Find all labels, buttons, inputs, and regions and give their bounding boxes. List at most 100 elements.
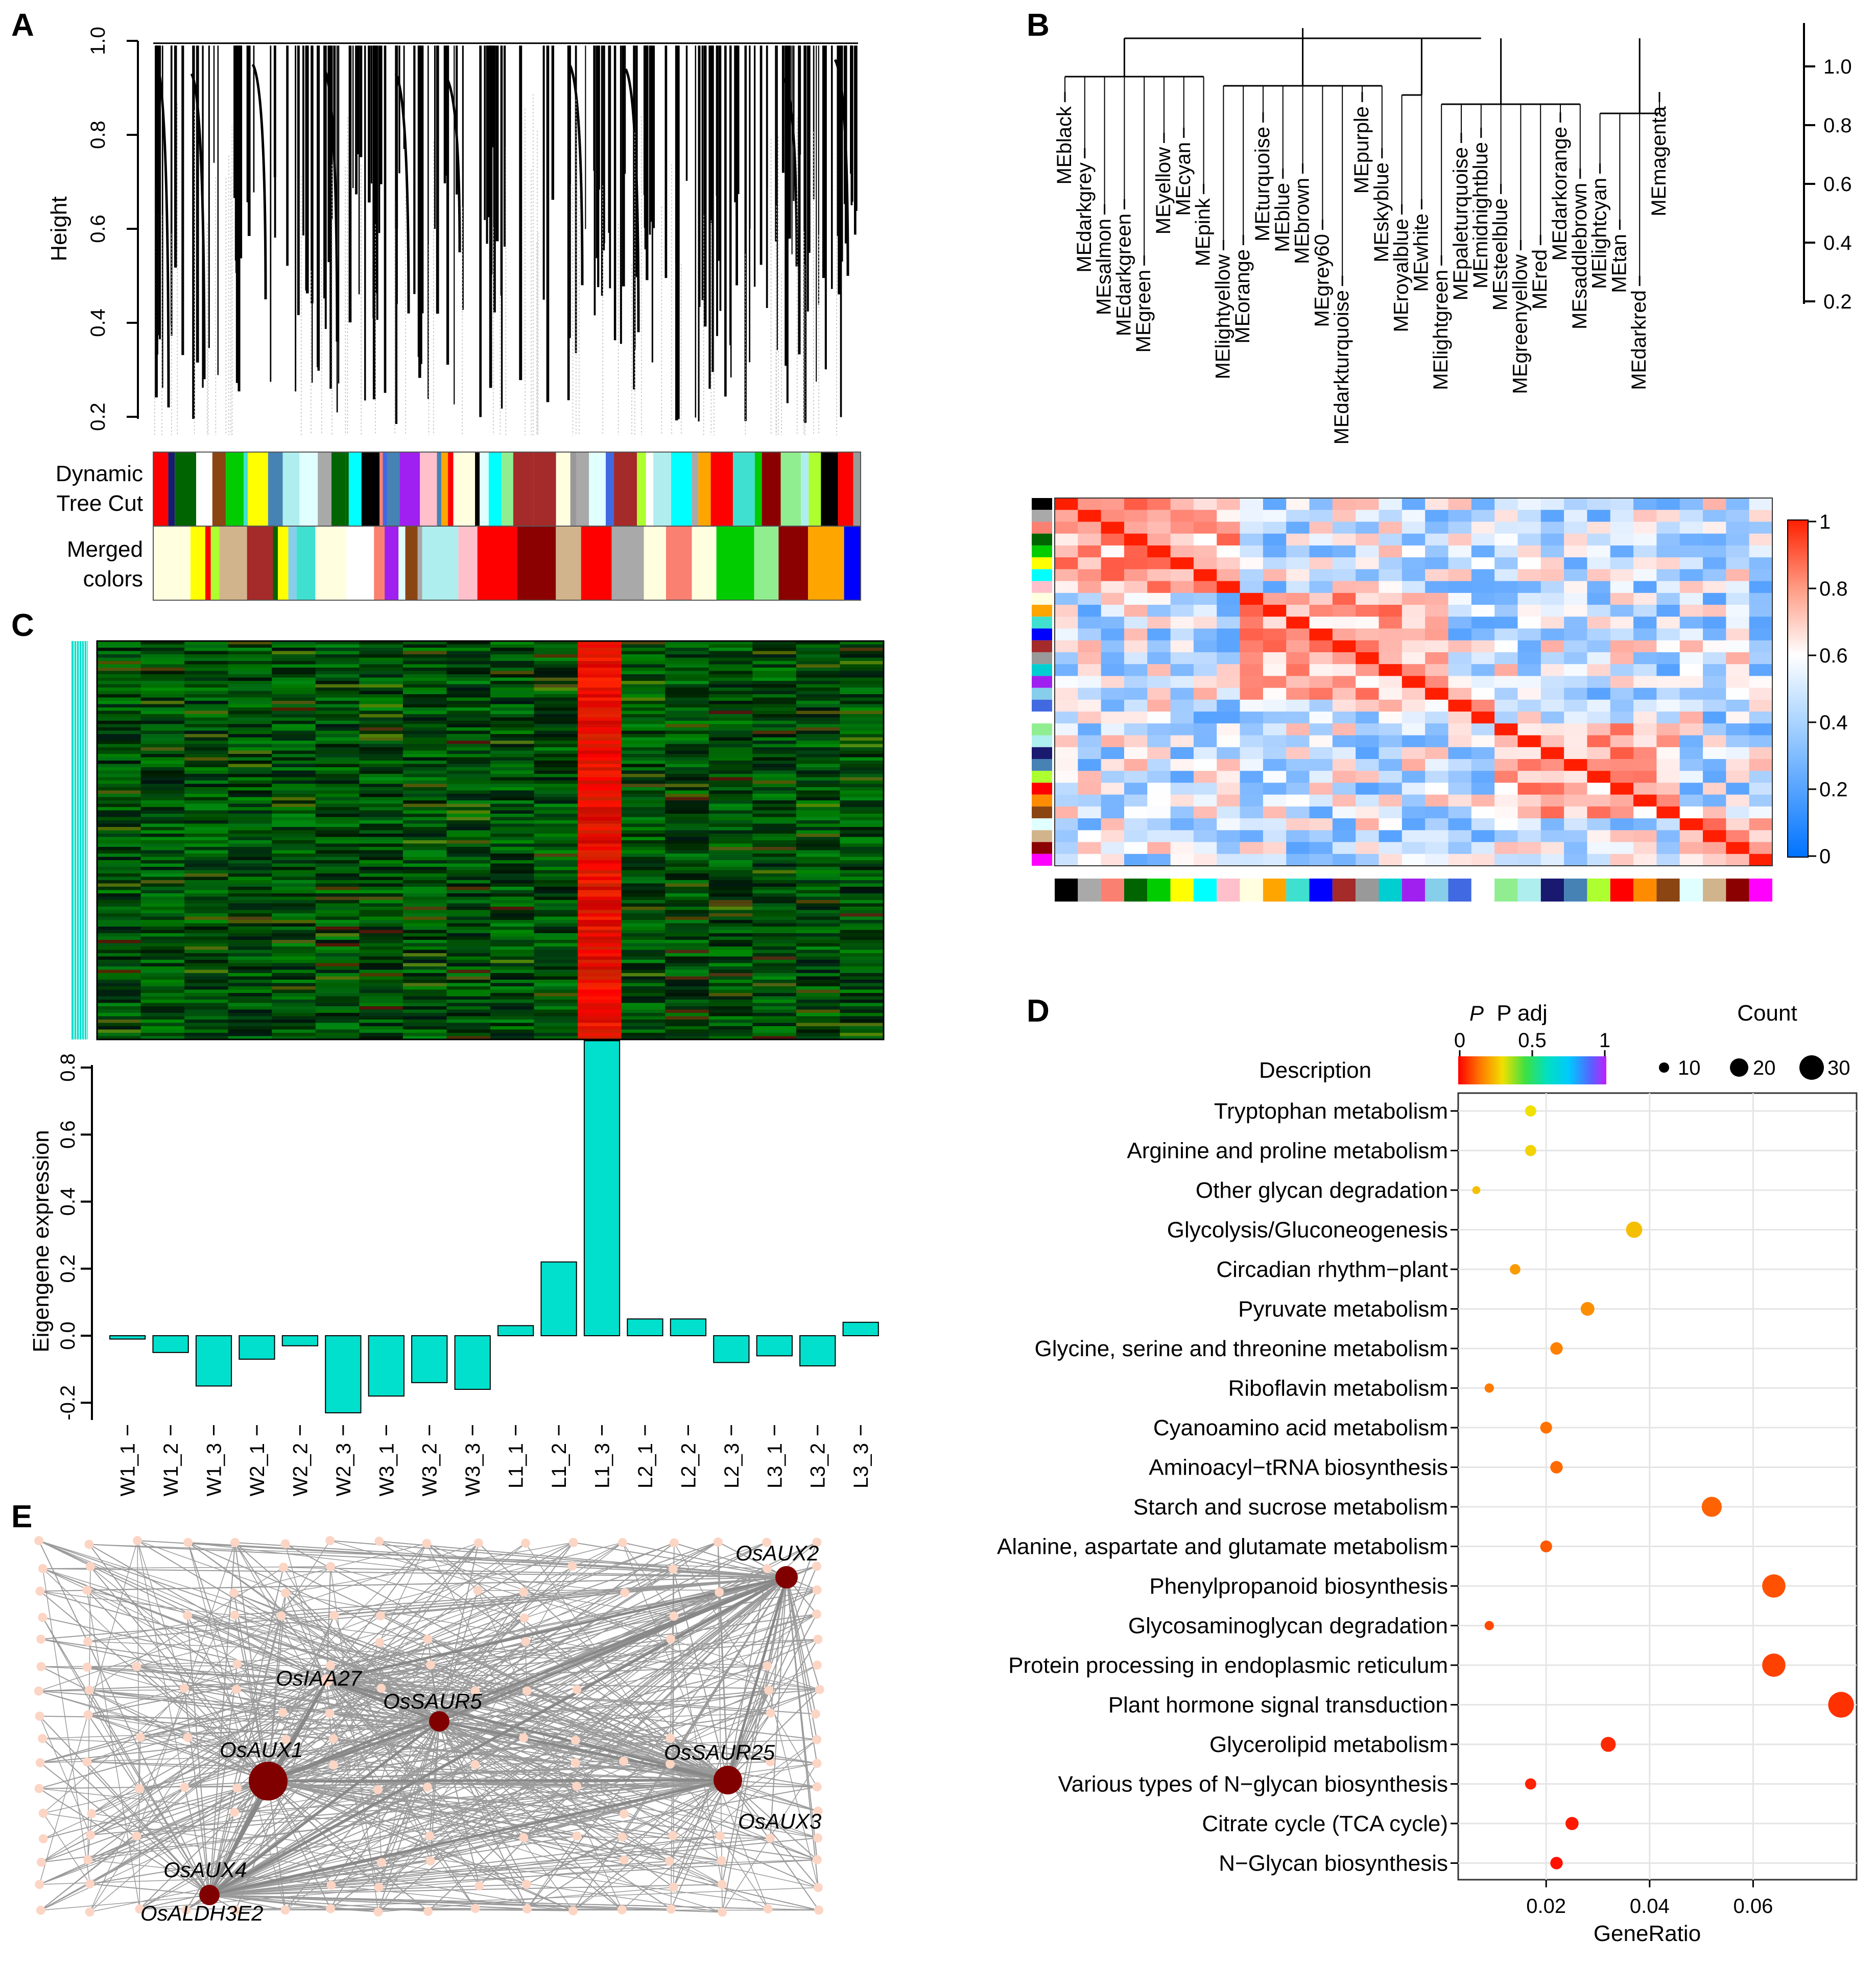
expr-cell bbox=[708, 870, 753, 874]
expr-cell bbox=[578, 850, 622, 854]
expr-cell bbox=[708, 694, 753, 698]
expr-cell bbox=[708, 980, 753, 983]
heat-cell bbox=[1540, 581, 1564, 594]
expr-cell bbox=[228, 761, 272, 764]
expr-cell bbox=[228, 654, 272, 658]
expr-cell bbox=[228, 1013, 272, 1016]
heat-cell bbox=[1124, 640, 1148, 653]
merged-color-segment bbox=[458, 526, 478, 600]
tree-cluster bbox=[394, 73, 410, 314]
heat-cell bbox=[1564, 510, 1587, 522]
heat-cell bbox=[1055, 652, 1078, 665]
expr-cell bbox=[665, 727, 709, 731]
expr-cell bbox=[359, 734, 403, 738]
dynamic-color-segment bbox=[248, 452, 268, 526]
heat-cell bbox=[1170, 498, 1194, 510]
heat-cell bbox=[1124, 759, 1148, 771]
heat-cell bbox=[1356, 533, 1380, 546]
expr-cell bbox=[228, 684, 272, 688]
hub-node bbox=[321, 1674, 333, 1687]
expr-cell bbox=[578, 1016, 622, 1020]
expr-cell bbox=[490, 807, 535, 811]
expr-cell bbox=[446, 754, 491, 757]
heat-cell bbox=[1633, 806, 1657, 819]
expr-cell bbox=[578, 691, 622, 695]
expr-cell bbox=[402, 953, 447, 957]
heat-cell bbox=[1193, 747, 1217, 760]
expr-cell bbox=[140, 654, 185, 658]
expr-cell bbox=[272, 741, 316, 744]
heat-cell bbox=[1356, 806, 1380, 819]
merged-color-segment bbox=[778, 526, 809, 600]
expr-cell bbox=[228, 910, 272, 914]
expr-cell bbox=[578, 721, 622, 724]
expr-cell bbox=[752, 953, 797, 957]
heat-cell bbox=[1263, 854, 1287, 866]
expr-cell bbox=[840, 950, 884, 954]
network-edge bbox=[525, 1543, 769, 1909]
heat-cell bbox=[1379, 676, 1403, 689]
expr-cell bbox=[184, 1006, 229, 1010]
dynamic-color-segment bbox=[437, 452, 442, 526]
heat-cell bbox=[1147, 557, 1171, 570]
expr-cell bbox=[140, 697, 185, 701]
expr-cell bbox=[708, 877, 753, 881]
expr-cell bbox=[665, 684, 709, 688]
heat-cell bbox=[1402, 735, 1426, 748]
expr-cell bbox=[752, 1033, 797, 1036]
expr-cell bbox=[359, 770, 403, 774]
enrichment-dot bbox=[1626, 1221, 1643, 1238]
heat-cell bbox=[1240, 640, 1264, 653]
expr-cell bbox=[446, 810, 491, 814]
heat-cell bbox=[1749, 522, 1773, 534]
heat-cell bbox=[1517, 640, 1541, 653]
heat-cell bbox=[1055, 712, 1078, 724]
expr-cell bbox=[578, 1006, 622, 1010]
expr-cell bbox=[140, 916, 185, 920]
network-edge bbox=[326, 1680, 334, 1765]
expr-cell bbox=[578, 694, 622, 698]
network-node bbox=[326, 1904, 336, 1913]
expr-cell bbox=[708, 834, 753, 837]
expr-cell bbox=[708, 933, 753, 937]
expr-cell bbox=[359, 980, 403, 983]
module-label: MEsalmon bbox=[1093, 219, 1115, 315]
expr-cell bbox=[97, 823, 141, 827]
heat-cell bbox=[1633, 510, 1657, 522]
network-node bbox=[571, 1758, 580, 1768]
expr-cell bbox=[315, 863, 360, 867]
expr-cell bbox=[840, 837, 884, 841]
expr-cell bbox=[796, 940, 840, 943]
heat-cell bbox=[1448, 676, 1472, 689]
expr-cell bbox=[272, 916, 316, 920]
expr-cell bbox=[315, 880, 360, 884]
expr-cell bbox=[446, 767, 491, 771]
expr-cell bbox=[752, 654, 797, 658]
expr-cell bbox=[97, 694, 141, 698]
expr-cell bbox=[359, 969, 403, 974]
expr-cell bbox=[840, 770, 884, 774]
expr-cell bbox=[446, 873, 491, 877]
expr-cell bbox=[578, 840, 622, 844]
expr-cell bbox=[534, 953, 578, 957]
expr-cell bbox=[752, 727, 797, 731]
heat-cell bbox=[1587, 771, 1611, 783]
heat-cell bbox=[1471, 759, 1495, 771]
heat-cell bbox=[1749, 676, 1773, 689]
expr-cell bbox=[534, 870, 578, 874]
expr-cell bbox=[665, 916, 709, 920]
network-edge bbox=[326, 1566, 331, 1681]
expr-cell bbox=[534, 677, 578, 681]
network-edge bbox=[90, 1883, 210, 1896]
expr-cell bbox=[184, 910, 229, 914]
eigengene-bar bbox=[109, 1335, 146, 1340]
expr-cell bbox=[228, 668, 272, 671]
expr-cell bbox=[796, 913, 840, 917]
expr-cell bbox=[97, 830, 141, 834]
heat-cell bbox=[1656, 794, 1680, 807]
expr-cell bbox=[228, 727, 272, 731]
heat-cell bbox=[1656, 771, 1680, 783]
expr-cell bbox=[708, 1026, 753, 1030]
expr-cell bbox=[184, 724, 229, 728]
expr-cell bbox=[621, 850, 666, 854]
